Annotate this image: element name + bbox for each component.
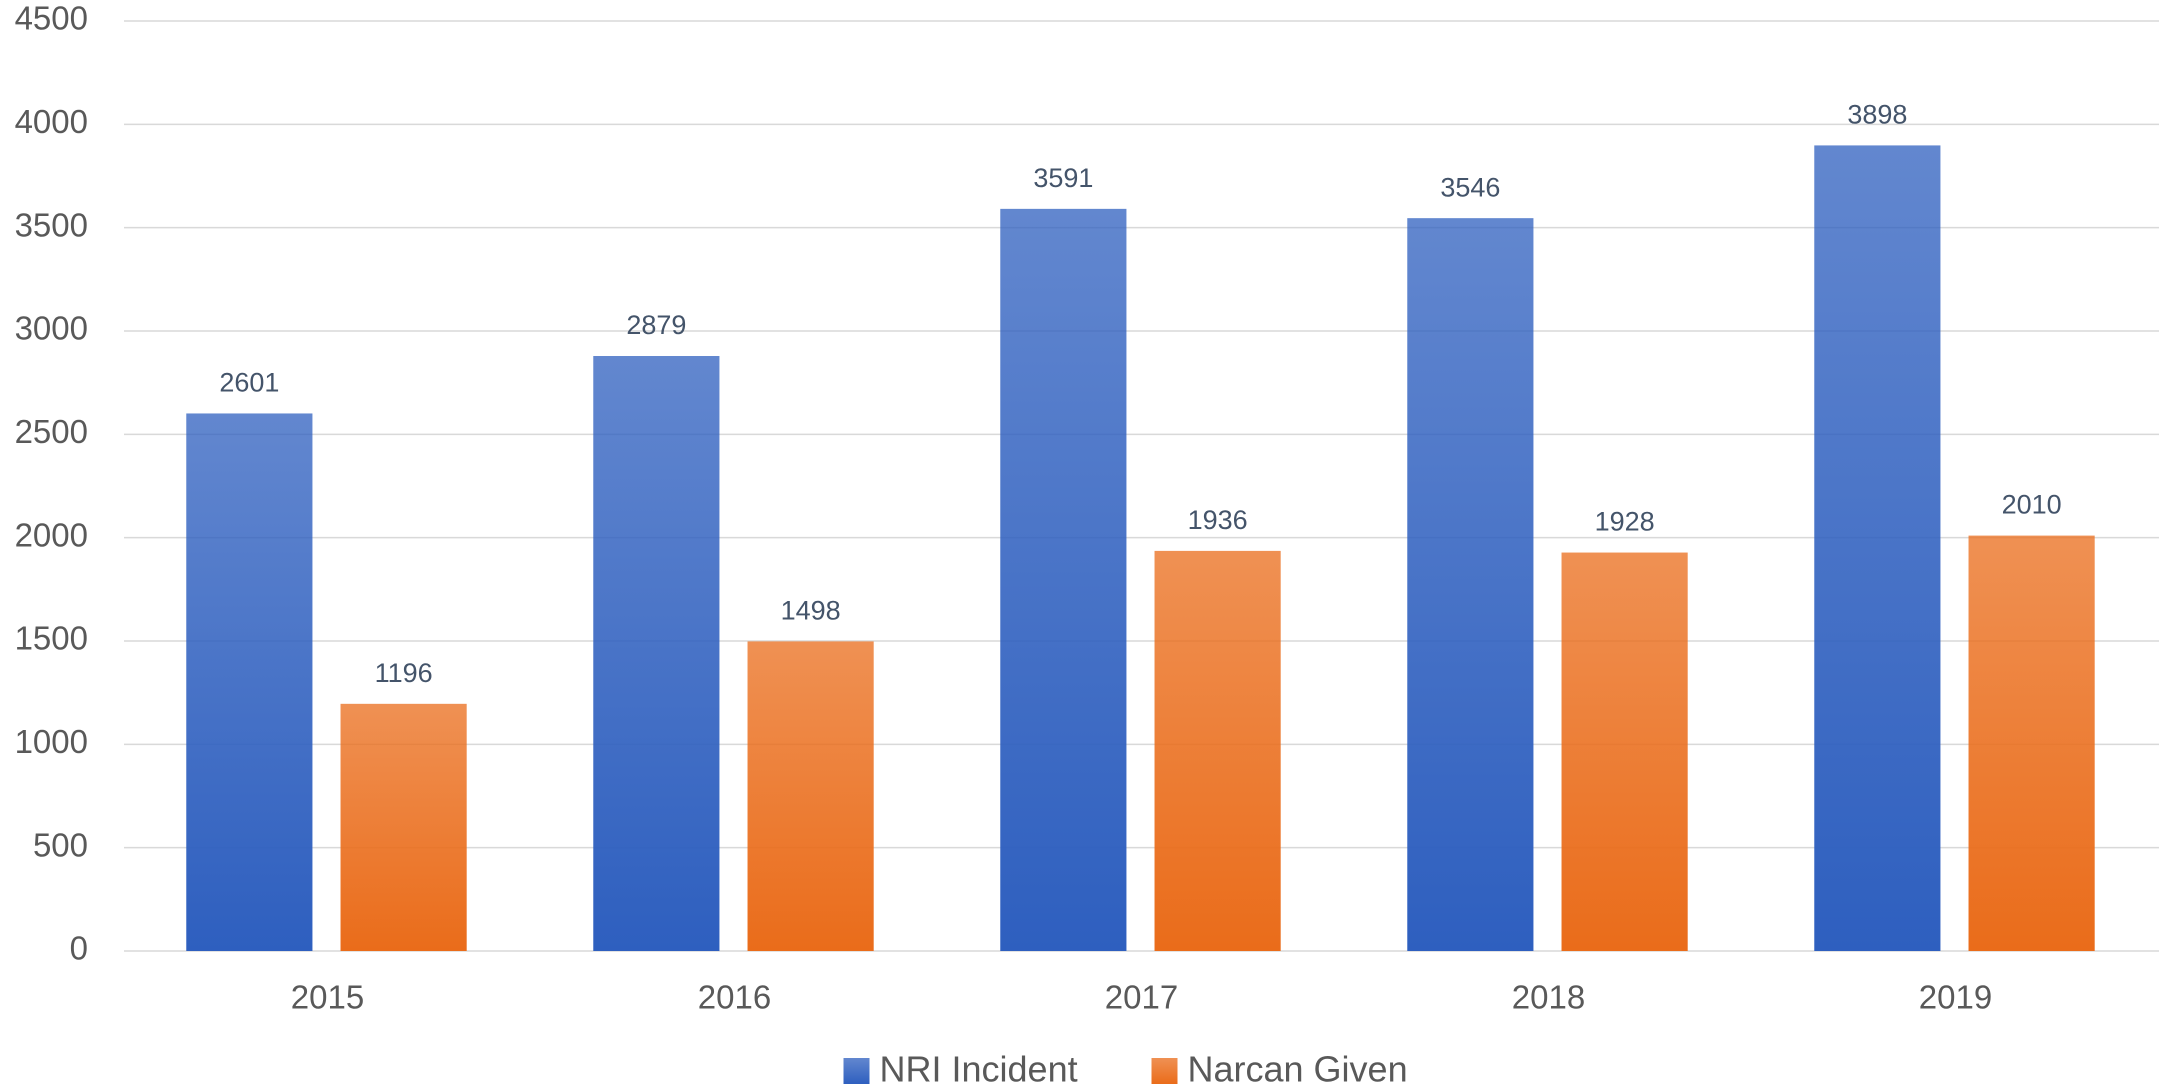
legend-label: NRI Incident (880, 1049, 1078, 1090)
y-tick-label: 3500 (15, 206, 88, 243)
legend-label: Narcan Given (1188, 1049, 1408, 1090)
data-label: 2879 (626, 310, 686, 340)
data-label: 1498 (781, 596, 841, 626)
y-tick-label: 0 (70, 930, 88, 967)
bar (1814, 145, 1941, 951)
y-tick-label: 1500 (15, 620, 88, 657)
data-label: 3898 (1847, 100, 1907, 130)
bar (1154, 550, 1281, 951)
bar (340, 703, 467, 951)
y-tick-label: 500 (33, 826, 88, 863)
legend-swatch (843, 1058, 870, 1084)
bar (1561, 552, 1688, 951)
y-tick-label: 2500 (15, 413, 88, 450)
x-tick-label: 2017 (1105, 979, 1178, 1016)
bar (186, 413, 313, 952)
bar (747, 641, 874, 951)
data-label: 2601 (219, 368, 279, 398)
y-tick-label: 2000 (15, 516, 88, 553)
data-label: 3546 (1440, 172, 1500, 202)
bar (1407, 218, 1534, 951)
y-tick-label: 3000 (15, 310, 88, 347)
y-tick-label: 1000 (15, 723, 88, 760)
bar (1968, 535, 2095, 951)
data-label: 2010 (2002, 490, 2062, 520)
x-tick-label: 2015 (291, 979, 364, 1016)
legend-swatch (1151, 1058, 1178, 1084)
y-tick-label: 4000 (15, 103, 88, 140)
bar (1000, 208, 1127, 952)
x-tick-label: 2018 (1512, 979, 1585, 1016)
bar (593, 356, 720, 951)
x-tick-label: 2019 (1919, 979, 1992, 1016)
data-label: 1936 (1188, 505, 1248, 535)
data-label: 1196 (375, 658, 433, 688)
data-label: 3591 (1033, 163, 1093, 193)
x-tick-label: 2016 (698, 979, 771, 1016)
y-tick-label: 4500 (15, 0, 88, 37)
data-label: 1928 (1595, 507, 1655, 537)
